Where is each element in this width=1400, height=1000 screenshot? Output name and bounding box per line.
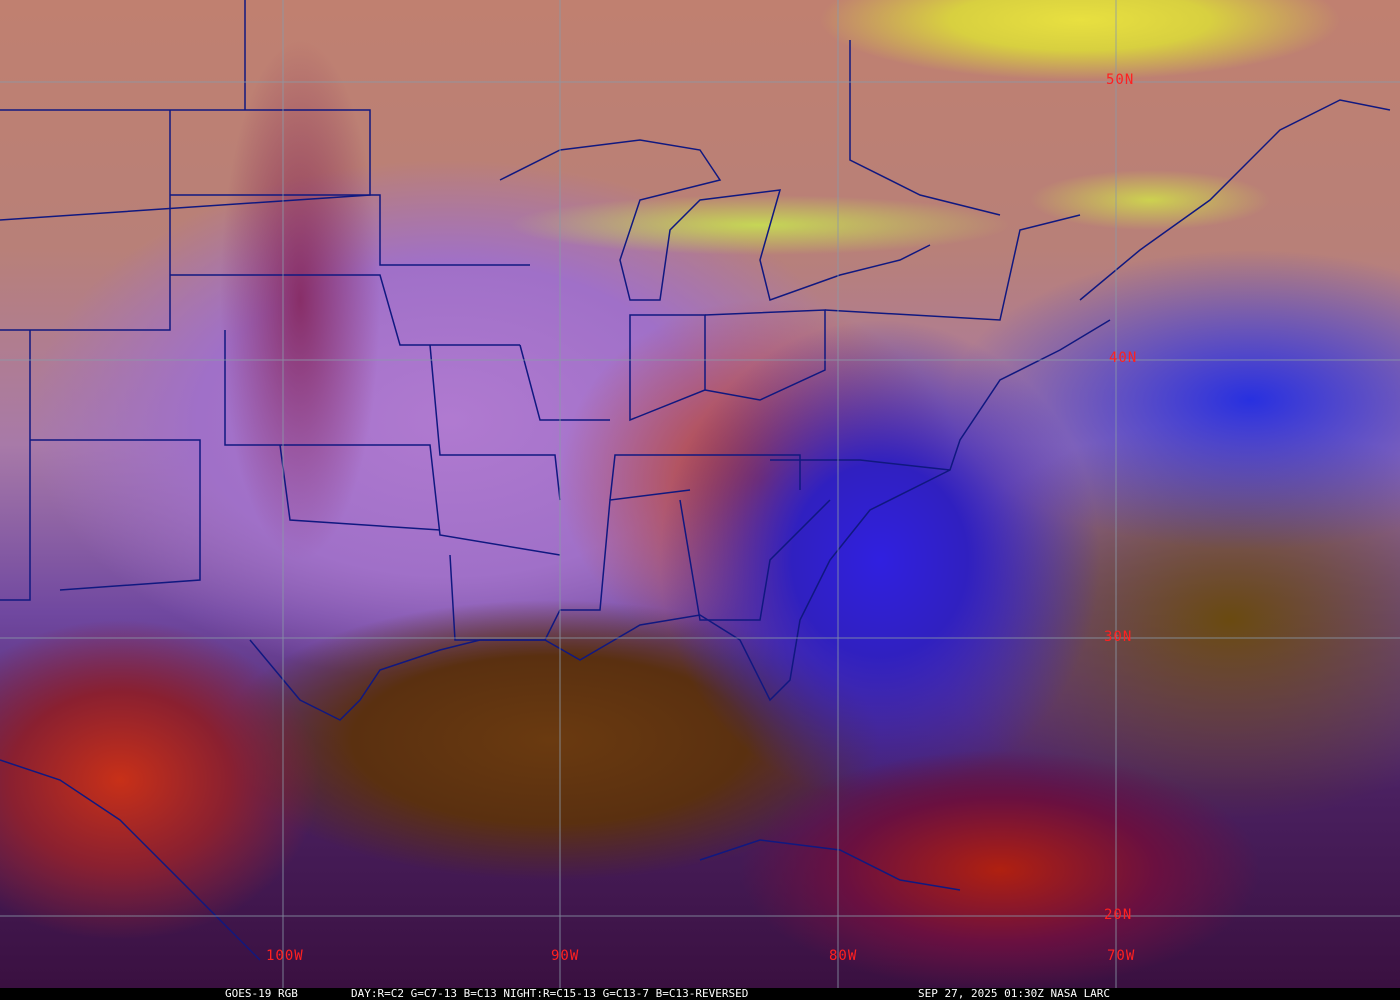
lat-label-30n: 30N bbox=[1104, 629, 1133, 645]
state-boundaries bbox=[0, 0, 1081, 641]
lon-label-80w: 80W bbox=[829, 948, 858, 964]
caption-bar: GOES-19 RGB DAY:R=C2 G=C7-13 B=C13 NIGHT… bbox=[0, 988, 1400, 1000]
caption-product: GOES-19 RGB bbox=[225, 987, 298, 1000]
lat-label-50n: 50N bbox=[1106, 72, 1135, 88]
caption-timestamp: SEP 27, 2025 01:30Z NASA LARC bbox=[918, 987, 1111, 1000]
coastlines bbox=[0, 99, 1391, 961]
caption-recipe: DAY:R=C2 G=C7-13 B=C13 NIGHT:R=C15-13 G=… bbox=[351, 987, 749, 1000]
lat-label-40n: 40N bbox=[1109, 350, 1138, 366]
lon-label-90w: 90W bbox=[551, 948, 580, 964]
lat-label-20n: 20N bbox=[1104, 907, 1133, 923]
lon-label-100w: 100W bbox=[266, 948, 304, 964]
lon-label-70w: 70W bbox=[1107, 948, 1136, 964]
